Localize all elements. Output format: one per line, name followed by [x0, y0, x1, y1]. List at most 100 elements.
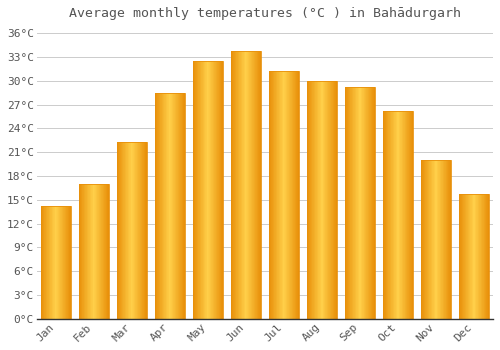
Bar: [465, 194, 466, 319]
Bar: [346, 87, 347, 319]
Bar: [236, 51, 237, 319]
Bar: [440, 160, 441, 319]
Bar: [133, 142, 134, 319]
Bar: [334, 81, 335, 319]
Bar: [252, 51, 253, 319]
Bar: [449, 160, 450, 319]
Bar: [197, 61, 198, 319]
Bar: [336, 81, 337, 319]
Bar: [433, 160, 434, 319]
Bar: [358, 87, 359, 319]
Bar: [155, 93, 156, 319]
Bar: [66, 206, 67, 319]
Bar: [164, 93, 165, 319]
Bar: [57, 206, 58, 319]
Bar: [213, 61, 214, 319]
Bar: [459, 194, 460, 319]
Bar: [356, 87, 357, 319]
Bar: [195, 61, 196, 319]
Bar: [93, 184, 94, 319]
Bar: [239, 51, 240, 319]
Bar: [99, 184, 100, 319]
Bar: [80, 184, 82, 319]
Bar: [244, 51, 246, 319]
Bar: [294, 71, 295, 319]
Bar: [64, 206, 66, 319]
Bar: [285, 71, 286, 319]
Bar: [204, 61, 205, 319]
Bar: [209, 61, 210, 319]
Bar: [68, 206, 69, 319]
Bar: [200, 61, 202, 319]
Bar: [430, 160, 432, 319]
Bar: [210, 61, 211, 319]
Bar: [170, 93, 171, 319]
Bar: [253, 51, 254, 319]
Bar: [479, 194, 480, 319]
Bar: [49, 206, 50, 319]
Bar: [238, 51, 239, 319]
Bar: [402, 111, 403, 319]
Bar: [482, 194, 483, 319]
Bar: [315, 81, 316, 319]
Bar: [324, 81, 325, 319]
Bar: [159, 93, 160, 319]
Bar: [122, 142, 123, 319]
Bar: [183, 93, 184, 319]
Bar: [278, 71, 279, 319]
Bar: [410, 111, 411, 319]
Bar: [67, 206, 68, 319]
Bar: [290, 71, 291, 319]
Bar: [360, 87, 361, 319]
Bar: [323, 81, 324, 319]
Bar: [254, 51, 255, 319]
Bar: [461, 194, 462, 319]
Bar: [107, 184, 108, 319]
Bar: [216, 61, 217, 319]
Bar: [176, 93, 177, 319]
Bar: [168, 93, 170, 319]
Bar: [389, 111, 390, 319]
Bar: [310, 81, 312, 319]
Bar: [443, 160, 444, 319]
Bar: [284, 71, 285, 319]
Bar: [355, 87, 356, 319]
Bar: [96, 184, 98, 319]
Bar: [362, 87, 363, 319]
Bar: [178, 93, 180, 319]
Bar: [132, 142, 133, 319]
Bar: [257, 51, 258, 319]
Bar: [173, 93, 174, 319]
Bar: [463, 194, 464, 319]
Bar: [291, 71, 292, 319]
Bar: [249, 51, 250, 319]
Bar: [94, 184, 95, 319]
Bar: [219, 61, 220, 319]
Bar: [288, 71, 290, 319]
Bar: [214, 61, 215, 319]
Bar: [464, 194, 465, 319]
Bar: [182, 93, 183, 319]
Bar: [95, 184, 96, 319]
Bar: [400, 111, 401, 319]
Bar: [374, 87, 375, 319]
Bar: [58, 206, 59, 319]
Bar: [80, 184, 81, 319]
Bar: [295, 71, 296, 319]
Bar: [395, 111, 396, 319]
Bar: [158, 93, 159, 319]
Bar: [366, 87, 367, 319]
Bar: [250, 51, 252, 319]
Bar: [401, 111, 402, 319]
Bar: [243, 51, 244, 319]
Bar: [251, 51, 252, 319]
Bar: [181, 93, 182, 319]
Bar: [193, 61, 222, 319]
Bar: [372, 87, 373, 319]
Bar: [448, 160, 449, 319]
Bar: [155, 93, 184, 319]
Bar: [206, 61, 208, 319]
Bar: [467, 194, 468, 319]
Bar: [328, 81, 329, 319]
Bar: [477, 194, 478, 319]
